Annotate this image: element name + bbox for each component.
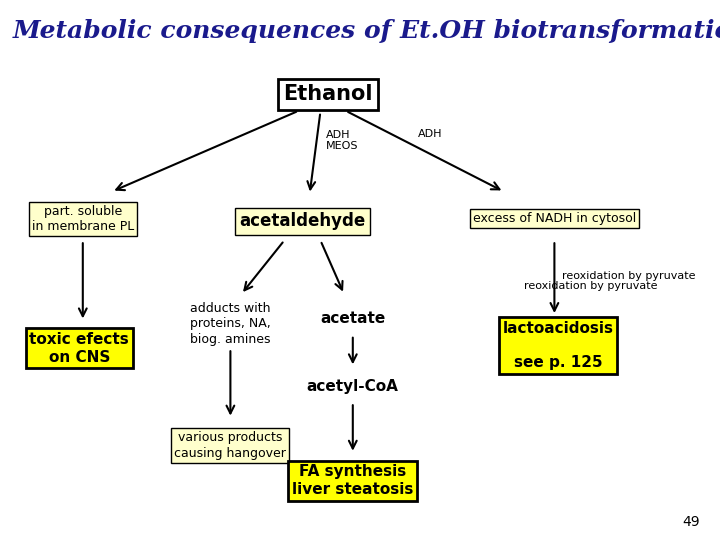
Text: reoxidation by pyruvate: reoxidation by pyruvate — [523, 281, 657, 291]
Text: FA synthesis
liver steatosis: FA synthesis liver steatosis — [292, 464, 413, 497]
Text: ADH: ADH — [418, 129, 442, 139]
Text: part. soluble
in membrane PL: part. soluble in membrane PL — [32, 205, 134, 233]
Text: excess of NADH in cytosol: excess of NADH in cytosol — [473, 212, 636, 225]
Text: acetate: acetate — [320, 311, 385, 326]
Text: various products
causing hangover: various products causing hangover — [174, 431, 287, 460]
Text: Ethanol: Ethanol — [283, 84, 372, 105]
Text: reoxidation by pyruvate: reoxidation by pyruvate — [562, 272, 695, 281]
Text: lactoacidosis

see p. 125: lactoacidosis see p. 125 — [503, 321, 613, 370]
Text: acetyl-CoA: acetyl-CoA — [307, 379, 399, 394]
Text: 49: 49 — [683, 515, 700, 529]
Text: ADH
MEOS: ADH MEOS — [326, 130, 359, 151]
Text: acetaldehyde: acetaldehyde — [239, 212, 366, 231]
Text: adducts with
proteins, NA,
biog. amines: adducts with proteins, NA, biog. amines — [190, 302, 271, 346]
Text: Metabolic consequences of Et.OH biotransformation: Metabolic consequences of Et.OH biotrans… — [13, 19, 720, 43]
Text: toxic efects
on CNS: toxic efects on CNS — [30, 332, 129, 365]
